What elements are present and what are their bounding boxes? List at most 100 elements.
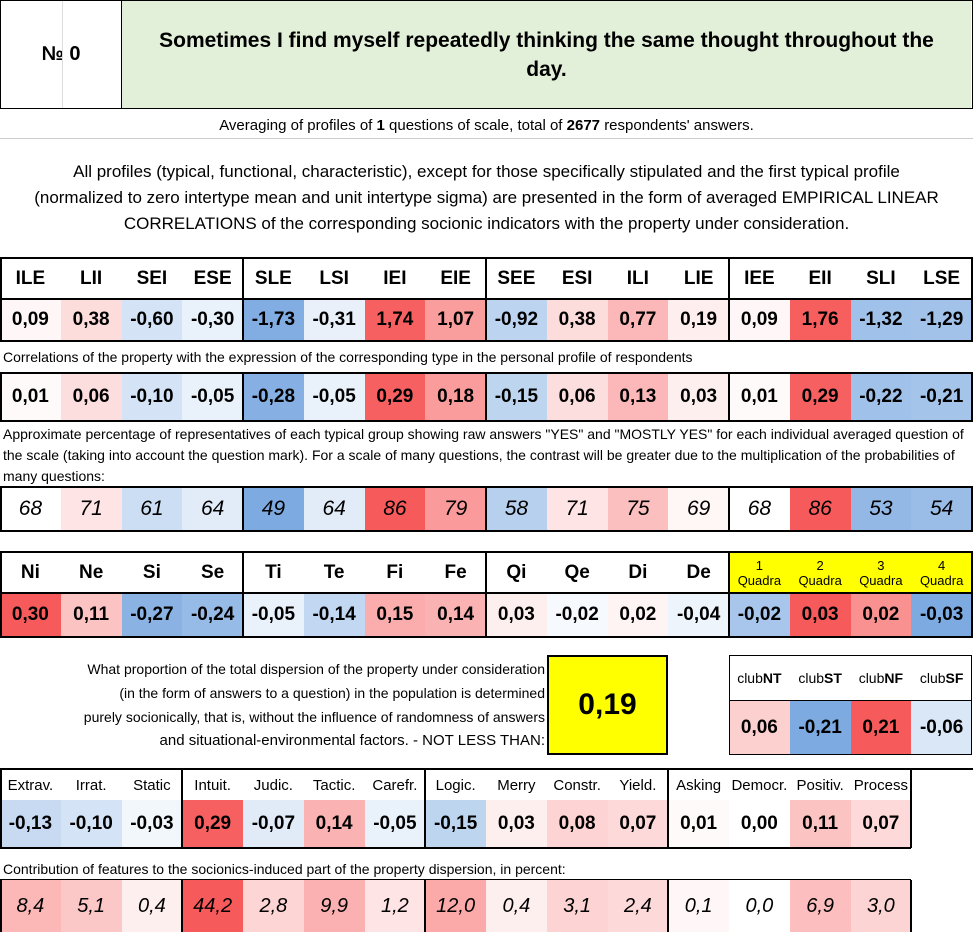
type-header-LIE: LIE [683, 268, 714, 289]
function-value-Fe: 0,14 [425, 593, 486, 637]
quadra-label: Quadra [919, 573, 964, 588]
dispersion-text: What proportion of the total dispersion … [0, 655, 545, 755]
type-percentage-EII: 86 [789, 487, 851, 531]
feature-header-Static: Static [133, 776, 171, 794]
feature-contribution-Carefr: 1,2 [364, 880, 426, 932]
feature-header-Judic: Judic. [253, 776, 293, 794]
quadra-label: Quadra [798, 573, 842, 588]
type-percentage-LSE: 54 [911, 487, 972, 531]
feature-contribution-Tactic: 9,9 [303, 880, 365, 932]
type-correlation-EII: 0,29 [789, 373, 851, 421]
quadra-value-4: -0,03 [911, 593, 972, 637]
function-header-Fi: Fi [386, 562, 404, 583]
feature-value-Static: -0,03 [121, 800, 183, 848]
club-prefix: club [798, 670, 825, 686]
type-header-SLI: SLI [866, 268, 896, 289]
type-profile-SEE: -0,92 [486, 299, 547, 341]
function-value-Di: 0,02 [607, 593, 669, 637]
dispersion-line-1: What proportion of the total dispersion … [87, 661, 545, 677]
type-profile-ILE: 0,09 [0, 299, 61, 341]
border [181, 880, 184, 932]
hline [0, 138, 973, 139]
feature-contribution-Process: 3,0 [850, 880, 912, 932]
quadra-number: 1 [755, 558, 763, 573]
border [728, 259, 730, 341]
feature-header-Tactic: Tactic. [312, 776, 356, 794]
type-correlation-LSE: -0,21 [911, 373, 972, 421]
feature-value-Constr: 0,08 [546, 800, 608, 848]
border [485, 373, 487, 421]
function-header-Te: Te [323, 562, 345, 583]
border [181, 770, 184, 848]
border [728, 487, 730, 531]
feature-header-Merry: Merry [497, 776, 536, 794]
border [971, 259, 973, 341]
type-correlation-ESE: -0,05 [182, 373, 243, 421]
quadra-header-4: 4 Quadra [911, 553, 972, 593]
type-percentage-ESE: 64 [182, 487, 243, 531]
averaging-post: respondents' answers. [604, 116, 754, 134]
feature-header-Carefr: Carefr. [372, 776, 418, 794]
feature-value-Positiv: 0,11 [789, 800, 851, 848]
function-value-Qi: 0,03 [486, 593, 547, 637]
club-header-ST: club ST [790, 655, 851, 701]
averaging-count: 1 [376, 116, 385, 134]
feature-header-Logic: Logic. [435, 776, 476, 794]
border [0, 636, 973, 638]
percentage-note: Approximate percentage of representative… [3, 426, 964, 484]
type-correlation-IEI: 0,29 [364, 373, 426, 421]
feature-contribution-Positiv: 6,9 [789, 880, 851, 932]
function-header-Ne: Ne [78, 562, 104, 583]
type-header-EII: EII [808, 268, 832, 289]
type-percentage-SLI: 53 [850, 487, 912, 531]
type-percentage-SEE: 58 [486, 487, 547, 531]
feature-value-Intuit: 0,29 [182, 800, 243, 848]
border [242, 259, 244, 341]
type-profile-SLI: -1,32 [850, 299, 912, 341]
function-value-Se: -0,24 [182, 593, 243, 637]
club-header-SF: club SF [911, 655, 972, 701]
description-text: All profiles (typical, functional, chara… [34, 161, 939, 233]
feature-value-Logic: -0,15 [425, 800, 486, 848]
function-header-Di: Di [628, 562, 648, 583]
type-profile-IEE: 0,09 [729, 299, 790, 341]
feature-value-Carefr: -0,05 [364, 800, 426, 848]
averaging-info: Averaging of profiles of 1 questions of … [0, 112, 973, 138]
border [0, 553, 2, 637]
quadra-header-3: 3 Quadra [850, 553, 912, 593]
type-correlation-ILI: 0,13 [607, 373, 669, 421]
type-percentage-IEE: 68 [729, 487, 790, 531]
function-value-Fi: 0,15 [364, 593, 426, 637]
function-value-Te: -0,14 [303, 593, 365, 637]
function-header-Fe: Fe [444, 562, 467, 583]
club-suffix: ST [824, 670, 842, 686]
function-header-Qi: Qi [506, 562, 527, 583]
border [971, 373, 973, 421]
feature-value-Irrat: -0,10 [60, 800, 122, 848]
divider [62, 1, 63, 108]
quadra-number: 3 [877, 558, 885, 573]
border [728, 553, 730, 637]
border [0, 880, 2, 932]
type-percentage-SEI: 61 [121, 487, 183, 531]
description: All profiles (typical, functional, chara… [0, 140, 973, 255]
border [424, 770, 427, 848]
type-profile-LSI: -0,31 [303, 299, 365, 341]
club-header-NF: club NF [851, 655, 912, 701]
feature-value-Extrav: -0,13 [0, 800, 61, 848]
quadra-label: Quadra [737, 573, 782, 588]
type-percentage-LSI: 64 [303, 487, 365, 531]
feature-contribution-Irrat: 5,1 [60, 880, 122, 932]
type-correlation-SEE: -0,15 [486, 373, 547, 421]
club-header-NT: club NT [729, 655, 790, 701]
function-header-Ni: Ni [20, 562, 40, 583]
club-suffix: SF [945, 670, 964, 686]
type-profile-EII: 1,76 [789, 299, 851, 341]
function-value-Ti: -0,05 [243, 593, 304, 637]
type-percentage-IEI: 86 [364, 487, 426, 531]
border [910, 880, 912, 932]
type-profile-SLE: -1,73 [243, 299, 304, 341]
quadra-number: 4 [938, 558, 946, 573]
feature-header-Positiv: Positiv. [796, 776, 844, 794]
function-value-Ni: 0,30 [0, 593, 61, 637]
